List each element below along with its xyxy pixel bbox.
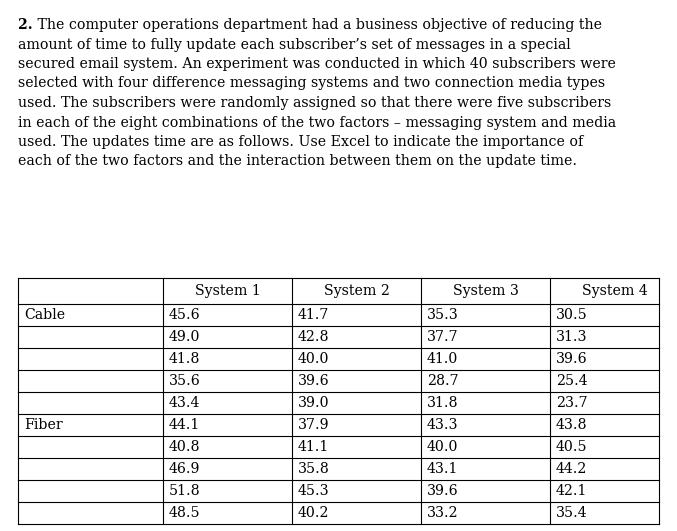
Text: selected with four difference messaging systems and two connection media types: selected with four difference messaging … (18, 76, 605, 90)
Text: 31.3: 31.3 (556, 330, 588, 344)
Text: 43.8: 43.8 (556, 418, 588, 432)
Text: 35.6: 35.6 (169, 374, 201, 388)
Text: 33.2: 33.2 (427, 506, 458, 520)
Text: 37.7: 37.7 (427, 330, 458, 344)
Text: System 2: System 2 (324, 284, 389, 298)
Text: 41.8: 41.8 (169, 352, 200, 366)
Text: 25.4: 25.4 (556, 374, 588, 388)
Text: 44.1: 44.1 (169, 418, 200, 432)
Text: 31.8: 31.8 (427, 396, 458, 410)
Text: 39.0: 39.0 (298, 396, 330, 410)
Text: 39.6: 39.6 (556, 352, 588, 366)
Text: 28.7: 28.7 (427, 374, 458, 388)
Text: 40.0: 40.0 (298, 352, 330, 366)
Text: in each of the eight combinations of the two factors – messaging system and medi: in each of the eight combinations of the… (18, 116, 616, 130)
Text: Fiber: Fiber (24, 418, 63, 432)
Text: 45.6: 45.6 (169, 308, 200, 322)
Text: 43.4: 43.4 (169, 396, 200, 410)
Text: 39.6: 39.6 (427, 484, 458, 498)
Text: 40.0: 40.0 (427, 440, 458, 454)
Text: 51.8: 51.8 (169, 484, 200, 498)
Text: used. The updates time are as follows. Use Excel to indicate the importance of: used. The updates time are as follows. U… (18, 135, 584, 149)
Text: secured email system. An experiment was conducted in which 40 subscribers were: secured email system. An experiment was … (18, 57, 616, 71)
Text: amount of time to fully update each subscriber’s set of messages in a special: amount of time to fully update each subs… (18, 38, 571, 52)
Text: System 3: System 3 (452, 284, 519, 298)
Text: 43.1: 43.1 (427, 462, 458, 476)
Text: 39.6: 39.6 (298, 374, 330, 388)
Text: 41.1: 41.1 (298, 440, 329, 454)
Text: Cable: Cable (24, 308, 65, 322)
Text: 40.2: 40.2 (298, 506, 330, 520)
Text: 41.0: 41.0 (427, 352, 458, 366)
Text: used. The subscribers were randomly assigned so that there were five subscribers: used. The subscribers were randomly assi… (18, 96, 611, 110)
Text: 2.: 2. (18, 18, 32, 32)
Text: 40.8: 40.8 (169, 440, 200, 454)
Text: 35.3: 35.3 (427, 308, 459, 322)
Text: 35.4: 35.4 (556, 506, 588, 520)
Text: 23.7: 23.7 (556, 396, 588, 410)
Text: 48.5: 48.5 (169, 506, 200, 520)
Text: 30.5: 30.5 (556, 308, 588, 322)
Text: 42.8: 42.8 (298, 330, 330, 344)
Text: The computer operations department had a business objective of reducing the: The computer operations department had a… (33, 18, 602, 32)
Text: 45.3: 45.3 (298, 484, 330, 498)
Text: 37.9: 37.9 (298, 418, 330, 432)
Text: 43.3: 43.3 (427, 418, 458, 432)
Text: each of the two factors and the interaction between them on the update time.: each of the two factors and the interact… (18, 155, 577, 168)
Text: 41.7: 41.7 (298, 308, 330, 322)
Text: 35.8: 35.8 (298, 462, 330, 476)
Text: 40.5: 40.5 (556, 440, 588, 454)
Text: 49.0: 49.0 (169, 330, 200, 344)
Text: 46.9: 46.9 (169, 462, 200, 476)
Text: System 1: System 1 (194, 284, 261, 298)
Text: 44.2: 44.2 (556, 462, 588, 476)
Text: System 4: System 4 (582, 284, 647, 298)
Text: 42.1: 42.1 (556, 484, 588, 498)
